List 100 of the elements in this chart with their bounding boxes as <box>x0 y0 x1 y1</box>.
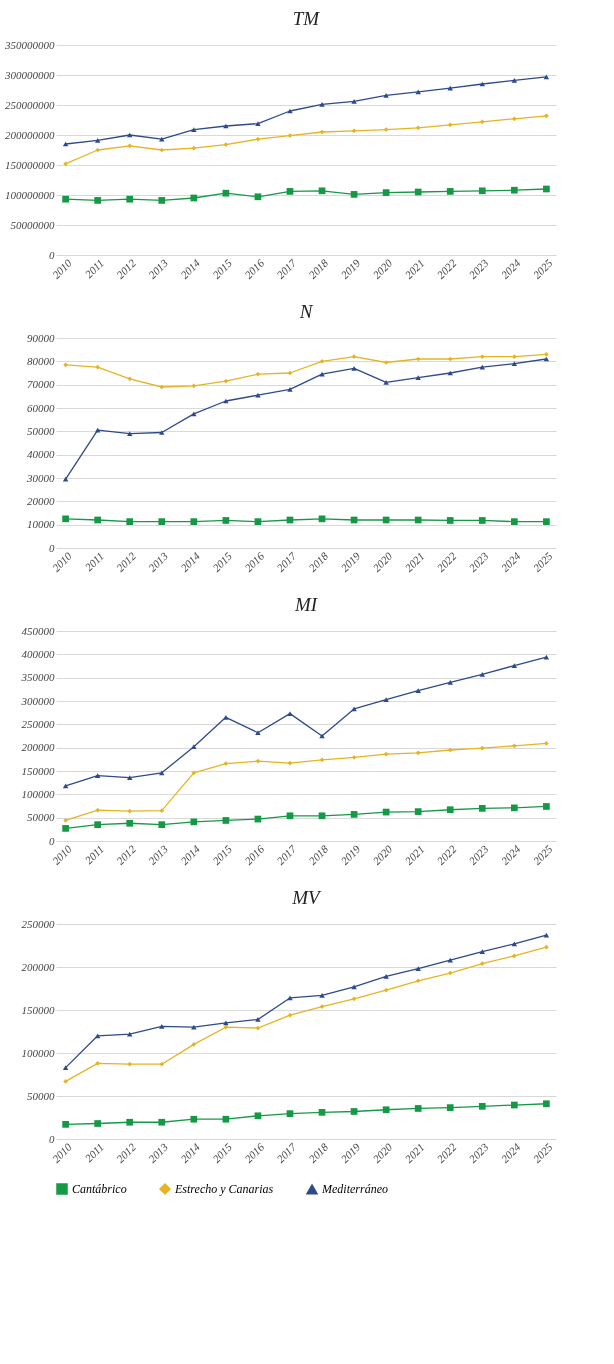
point <box>383 93 389 98</box>
point <box>479 745 485 751</box>
point <box>446 1104 454 1111</box>
point <box>286 188 294 195</box>
y-tick-label: 0 <box>49 834 55 847</box>
y-tick-label: 200000 <box>21 741 55 754</box>
y-tick-label: 200000000 <box>5 128 55 141</box>
point <box>159 147 165 153</box>
point <box>319 129 325 135</box>
point <box>446 806 454 814</box>
point <box>127 1061 133 1067</box>
point <box>94 821 102 829</box>
y-tick-label: 80000 <box>27 354 55 367</box>
chart-title: MI <box>293 594 319 615</box>
point <box>478 517 486 524</box>
y-tick-label: 10000 <box>27 518 55 531</box>
point <box>255 1017 261 1022</box>
point <box>222 517 230 524</box>
point <box>479 672 486 677</box>
y-tick-label: 350000000 <box>4 38 55 51</box>
point <box>158 1118 166 1126</box>
point <box>158 821 166 829</box>
point <box>191 1042 197 1047</box>
point <box>350 191 358 198</box>
point <box>287 711 293 716</box>
y-tick-label: 100000 <box>21 787 55 800</box>
y-tick-label: 0 <box>49 248 55 261</box>
point <box>286 1110 294 1117</box>
point <box>190 818 198 826</box>
point <box>511 78 518 83</box>
point <box>95 807 101 813</box>
point <box>414 1105 422 1112</box>
point <box>543 74 550 80</box>
y-tick-label: 0 <box>49 541 55 554</box>
point <box>191 145 197 151</box>
point <box>126 775 133 780</box>
point <box>479 364 486 370</box>
point <box>126 819 134 827</box>
y-tick-label: 90000 <box>27 331 55 344</box>
point <box>510 1101 518 1109</box>
y-tick-label: 250000000 <box>5 98 55 111</box>
point <box>351 128 357 134</box>
point <box>255 1025 261 1031</box>
point <box>255 392 261 398</box>
point <box>94 197 102 204</box>
point <box>478 1102 486 1110</box>
point <box>159 1061 165 1067</box>
point <box>543 932 550 938</box>
point <box>351 984 357 990</box>
y-tick-label: 150000 <box>21 1003 55 1016</box>
y-tick-label: 400000 <box>21 647 55 660</box>
point <box>383 987 389 993</box>
point <box>479 354 485 360</box>
point <box>511 743 517 749</box>
point <box>223 378 229 384</box>
point <box>159 808 165 814</box>
point <box>511 953 517 959</box>
point <box>63 161 68 167</box>
point <box>159 136 165 142</box>
point <box>510 186 518 194</box>
point <box>415 688 421 694</box>
point <box>62 195 69 203</box>
point <box>447 970 453 976</box>
point <box>127 376 133 382</box>
point <box>94 1120 102 1127</box>
point <box>62 1121 69 1128</box>
point <box>319 102 325 107</box>
y-tick-label: 150000 <box>21 764 55 777</box>
y-tick-label: 60000 <box>27 401 55 414</box>
point <box>62 476 69 482</box>
y-tick-label: 50000 <box>27 1089 55 1102</box>
point <box>543 518 550 525</box>
point <box>511 663 518 668</box>
point <box>543 185 550 193</box>
legend-label: Mediterráneo <box>321 1182 388 1197</box>
chart-title: MV <box>291 887 323 908</box>
point <box>126 1118 134 1126</box>
point <box>543 654 550 660</box>
point <box>94 1033 101 1039</box>
point <box>127 143 133 149</box>
y-tick-label: 100000000 <box>5 188 55 201</box>
point <box>63 362 68 368</box>
point <box>63 818 68 823</box>
point <box>223 1024 229 1030</box>
point <box>62 825 69 832</box>
y-tick-label: 20000 <box>27 494 55 507</box>
legend-label: Cantábrico <box>72 1182 127 1196</box>
legend-label: Estrecho y Canarias <box>174 1182 274 1196</box>
y-tick-label: 300000 <box>20 694 55 707</box>
y-tick-label: 50000000 <box>10 218 55 231</box>
y-tick-label: 0 <box>49 1132 55 1145</box>
point <box>415 89 421 95</box>
point <box>415 978 421 984</box>
point <box>415 750 421 756</box>
point <box>318 515 326 523</box>
point <box>255 758 261 764</box>
point <box>544 944 549 950</box>
point <box>159 1023 165 1029</box>
point <box>478 187 486 195</box>
point <box>479 119 485 125</box>
